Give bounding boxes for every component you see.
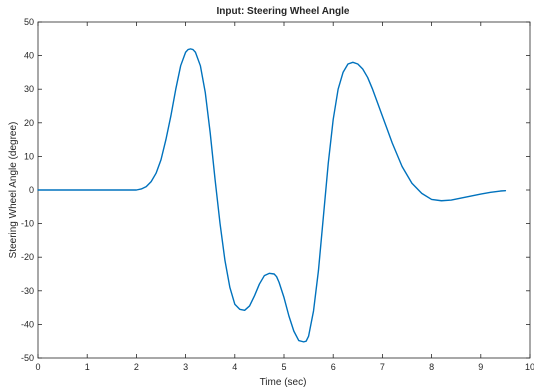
y-tick-label: 30	[24, 84, 34, 94]
y-axis-ticks: -50 -40 -30 -20 -10 0 10 20 30 40 50	[21, 17, 530, 363]
y-axis-label: Steering Wheel Angle (degree)	[8, 122, 19, 259]
x-tick-label: 8	[429, 362, 434, 372]
y-tick-label: -20	[21, 252, 34, 262]
y-tick-label: -10	[21, 219, 34, 229]
y-tick-label: -30	[21, 286, 34, 296]
x-tick-label: 2	[134, 362, 139, 372]
x-axis-label: Time (sec)	[260, 377, 307, 388]
x-tick-label: 5	[281, 362, 286, 372]
x-tick-label: 9	[478, 362, 483, 372]
x-tick-label: 10	[525, 362, 534, 372]
x-tick-label: 6	[331, 362, 336, 372]
series-layer	[37, 48, 507, 343]
series-line	[37, 48, 507, 343]
x-tick-label: 0	[35, 362, 40, 372]
y-tick-label: 20	[24, 118, 34, 128]
x-tick-label: 3	[183, 362, 188, 372]
x-tick-label: 7	[380, 362, 385, 372]
y-tick-label: 0	[29, 185, 34, 195]
x-tick-label: 4	[232, 362, 237, 372]
x-axis-ticks: 0 1 2 3 4 5 6 7 8 9 10	[35, 22, 534, 372]
y-tick-label: 40	[24, 51, 34, 61]
x-tick-label: 1	[85, 362, 90, 372]
chart-title: Input: Steering Wheel Angle	[217, 6, 350, 17]
y-tick-label: -40	[21, 319, 34, 329]
y-tick-label: -50	[21, 353, 34, 363]
y-tick-label: 50	[24, 17, 34, 27]
y-tick-label: 10	[24, 151, 34, 161]
